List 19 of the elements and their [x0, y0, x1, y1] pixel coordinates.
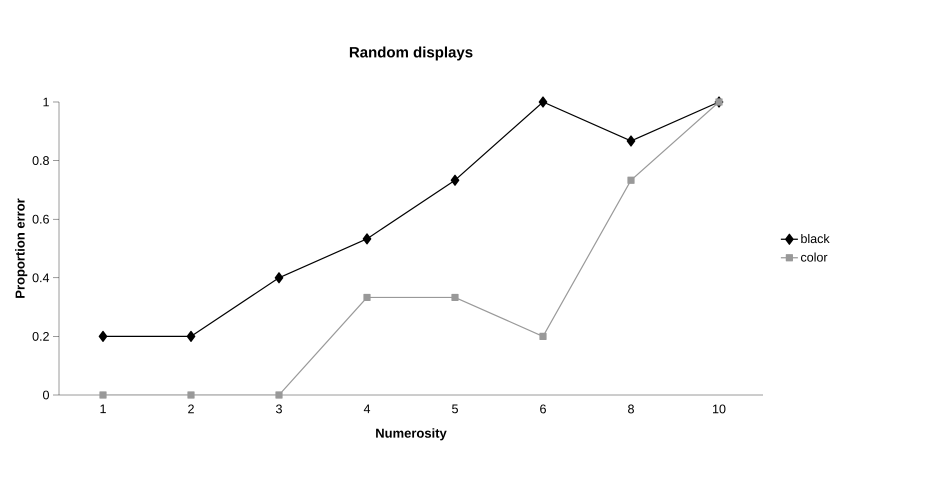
y-tick-label: 0: [43, 390, 49, 400]
y-tick-label: 0.8: [32, 156, 49, 166]
x-tick-label: 2: [188, 404, 194, 414]
y-tick-label: 0.2: [32, 332, 49, 341]
legend-label: color: [801, 252, 828, 262]
x-tick-label: 3: [276, 404, 282, 414]
y-tick-label: 0.4: [32, 273, 50, 282]
x-tick-label: 6: [540, 404, 546, 414]
x-tick-label: 10: [713, 404, 726, 414]
x-tick-label: 4: [364, 404, 370, 414]
legend-label: black: [801, 234, 830, 244]
y-tick-label: 0.6: [32, 214, 49, 224]
y-axis-title: Proportion error: [15, 198, 28, 298]
chart-title: Random displays: [350, 46, 472, 60]
x-tick-label: 1: [100, 404, 106, 414]
y-tick-label: 1: [43, 98, 49, 106]
x-axis-title: Numerosity: [376, 428, 447, 440]
x-tick-label: 5: [452, 404, 458, 414]
x-tick-label: 8: [628, 404, 634, 414]
